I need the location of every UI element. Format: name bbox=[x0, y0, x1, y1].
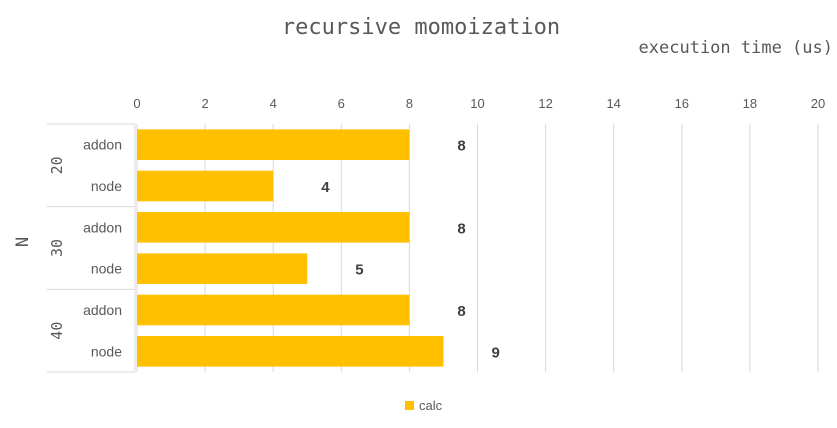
bar bbox=[137, 129, 410, 160]
gridlines bbox=[136, 124, 819, 372]
x-tick-label: 16 bbox=[675, 96, 689, 111]
data-labels: 8 4 8 5 8 9 bbox=[321, 138, 500, 362]
legend: calc bbox=[405, 398, 443, 413]
bar bbox=[137, 253, 308, 284]
x-tick-label: 10 bbox=[470, 96, 484, 111]
y-axis-title: N bbox=[13, 237, 33, 247]
x-tick-label: 8 bbox=[406, 96, 413, 111]
group-label: 20 bbox=[48, 156, 66, 174]
x-tick-label: 12 bbox=[538, 96, 552, 111]
x-tick-label: 6 bbox=[338, 96, 345, 111]
x-tick-label: 2 bbox=[201, 96, 208, 111]
x-tick-label: 0 bbox=[133, 96, 140, 111]
data-label: 5 bbox=[355, 262, 363, 279]
legend-label: calc bbox=[419, 398, 443, 413]
category-label: addon bbox=[83, 219, 122, 235]
category-label: addon bbox=[83, 137, 122, 153]
category-label: addon bbox=[83, 302, 122, 318]
data-label: 4 bbox=[321, 179, 330, 196]
data-label: 8 bbox=[457, 303, 465, 320]
bar bbox=[137, 294, 410, 326]
legend-swatch bbox=[405, 401, 414, 410]
category-label: node bbox=[91, 261, 122, 277]
bar bbox=[137, 212, 410, 243]
data-label: 8 bbox=[457, 220, 465, 237]
chart-title: recursive momoization bbox=[282, 15, 560, 40]
bars bbox=[137, 129, 444, 367]
group-label: 30 bbox=[48, 239, 66, 257]
x-tick-label: 4 bbox=[270, 96, 277, 111]
x-tick-label: 18 bbox=[743, 96, 757, 111]
group-label: 40 bbox=[48, 322, 66, 340]
x-tick-labels: 0 2 4 6 8 10 12 14 16 18 20 bbox=[133, 96, 825, 111]
data-label: 8 bbox=[457, 138, 465, 155]
category-axis: 20 addon node 30 addon node 40 addon node bbox=[47, 123, 136, 373]
data-label: 9 bbox=[491, 344, 499, 361]
bar bbox=[137, 336, 444, 367]
category-label: node bbox=[91, 343, 122, 359]
category-label: node bbox=[91, 178, 122, 194]
x-axis-title: execution time (us) bbox=[639, 38, 833, 58]
bar bbox=[137, 170, 274, 202]
x-tick-label: 14 bbox=[606, 96, 620, 111]
x-tick-label: 20 bbox=[811, 96, 825, 111]
